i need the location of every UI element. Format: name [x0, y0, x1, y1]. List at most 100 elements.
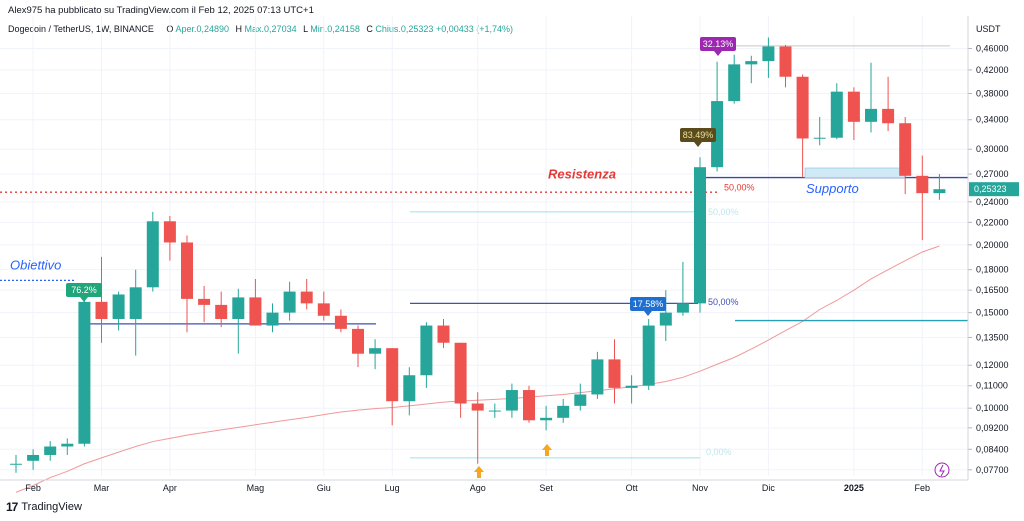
candle-body[interactable]: [830, 91, 843, 138]
x-tick-label: Apr: [163, 483, 177, 493]
candle-body[interactable]: [523, 390, 535, 421]
candle-body[interactable]: [676, 303, 689, 313]
high-label: H: [235, 24, 243, 34]
tradingview-logo-icon[interactable]: 17: [6, 500, 18, 514]
candle-body[interactable]: [659, 312, 672, 326]
candle-body[interactable]: [27, 454, 40, 461]
y-tick-label: 0,16500: [976, 285, 1009, 295]
candle-body[interactable]: [317, 303, 330, 316]
candle-body[interactable]: [181, 242, 193, 299]
resistance-label: Resistenza: [548, 166, 616, 181]
lightning-icon[interactable]: [934, 462, 950, 478]
y-tick-label: 0,11000: [976, 381, 1008, 391]
candle-body[interactable]: [283, 291, 296, 313]
candle-body[interactable]: [505, 390, 518, 411]
x-tick-label: Ott: [626, 483, 639, 493]
candle-body[interactable]: [933, 189, 946, 194]
up-arrow-icon-stem: [477, 472, 481, 478]
drawings-layer: [0, 45, 968, 459]
candle-body[interactable]: [779, 46, 792, 77]
percent-badge: [66, 283, 102, 297]
candle-body[interactable]: [215, 304, 228, 319]
candle-body[interactable]: [334, 315, 347, 329]
candle-body[interactable]: [796, 76, 809, 139]
x-tick-label: Ago: [470, 483, 486, 493]
x-tick-label: Nov: [692, 483, 709, 493]
y-tick-label: 0,08400: [976, 444, 1009, 454]
y-axis-unit: USDT: [976, 24, 1001, 34]
low-label: L: [303, 24, 308, 34]
candle-body[interactable]: [608, 359, 621, 388]
candle-body[interactable]: [865, 108, 877, 122]
close-value: Chius.0,25323: [375, 24, 434, 34]
candle-body[interactable]: [112, 294, 125, 319]
candle-body[interactable]: [916, 175, 929, 194]
candle-body[interactable]: [146, 221, 159, 288]
candle-body[interactable]: [642, 325, 655, 386]
fib-label: 0,00%: [706, 447, 732, 457]
candle-body[interactable]: [540, 417, 553, 421]
candle-body[interactable]: [78, 301, 91, 444]
candle-body[interactable]: [437, 325, 450, 343]
candle-body[interactable]: [454, 342, 467, 404]
high-value: Max.0,27034: [244, 24, 297, 34]
x-tick-label: Dic: [762, 483, 775, 493]
percent-badge-label: 32.13%: [703, 39, 734, 49]
candle-body[interactable]: [10, 463, 22, 465]
candle-body[interactable]: [369, 348, 382, 354]
candle-body[interactable]: [762, 46, 775, 62]
candle-body[interactable]: [557, 405, 570, 418]
y-tick-label: 0,15000: [976, 308, 1009, 318]
badge-pointer: [714, 51, 722, 56]
candle-body[interactable]: [300, 291, 313, 304]
fib-label: 50,00%: [724, 183, 755, 193]
candle-body[interactable]: [44, 446, 57, 455]
candle-body[interactable]: [352, 328, 364, 354]
percent-badge-label: 17.58%: [633, 299, 664, 309]
percent-badge: [630, 297, 666, 311]
candle-body[interactable]: [574, 394, 587, 406]
candle-body[interactable]: [95, 301, 108, 319]
candle-body[interactable]: [882, 108, 895, 124]
candle-body[interactable]: [198, 298, 211, 305]
y-tick-label: 0,12000: [976, 360, 1009, 370]
candle-body[interactable]: [420, 325, 433, 376]
candle-body[interactable]: [471, 403, 484, 411]
fib-label: 50,00%: [708, 297, 739, 307]
x-tick-label: Feb: [25, 483, 41, 493]
candle-body[interactable]: [163, 221, 176, 243]
candle-body[interactable]: [266, 312, 279, 326]
candle-body[interactable]: [386, 348, 399, 402]
candle-body[interactable]: [488, 410, 501, 412]
publisher-line: Alex975 ha pubblicato su TradingView.com…: [8, 5, 314, 16]
candle-body[interactable]: [694, 167, 706, 304]
y-tick-label: 0,27000: [976, 169, 1009, 179]
candle-body[interactable]: [591, 359, 604, 395]
candle-body[interactable]: [899, 123, 912, 176]
target-label: Obiettivo: [10, 258, 61, 273]
x-tick-label: Mag: [247, 483, 265, 493]
candle-body[interactable]: [813, 137, 826, 139]
candle-body[interactable]: [249, 297, 262, 326]
candle-body[interactable]: [129, 287, 142, 319]
candle-body[interactable]: [625, 385, 638, 388]
up-arrow-icon: [474, 466, 484, 472]
change-value: +0,00433 (+1,74%): [435, 24, 513, 34]
badge-pointer: [644, 311, 652, 316]
x-tick-label: Feb: [915, 483, 931, 493]
candle-body[interactable]: [232, 297, 245, 319]
percent-badge-label: 76.2%: [71, 285, 97, 295]
candle-body[interactable]: [403, 375, 416, 402]
symbol-name[interactable]: Dogecoin / TetherUS, 1W, BINANCE: [8, 24, 154, 34]
candle-body[interactable]: [728, 64, 741, 102]
price-chart[interactable]: 76.2% 32.13% 83.49% 17.58% 50,00% 50,00% 50,00…: [0, 0, 1024, 500]
support-label: Supporto: [806, 181, 859, 196]
candle-body[interactable]: [847, 91, 860, 122]
candle-body[interactable]: [61, 443, 74, 447]
footer: 17 TradingView: [6, 500, 82, 514]
candle-body[interactable]: [745, 61, 758, 65]
footer-brand[interactable]: TradingView: [21, 501, 82, 513]
x-tick-label: Set: [539, 483, 553, 493]
candle-body[interactable]: [711, 101, 724, 168]
percent-badge: [680, 128, 716, 142]
